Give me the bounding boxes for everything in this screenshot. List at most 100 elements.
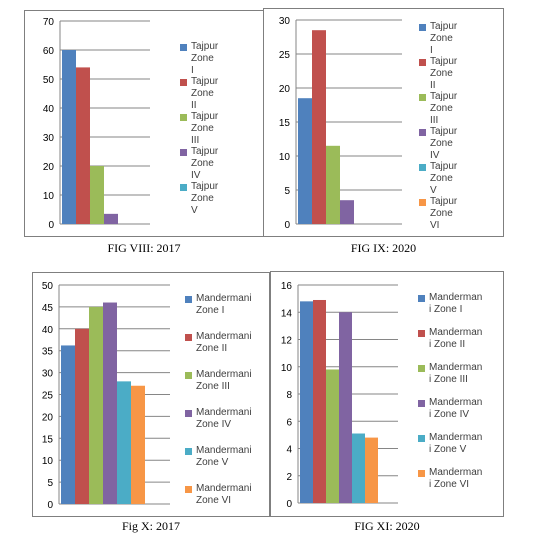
legend-swatch [418, 365, 425, 372]
bar-mandermani-zone-i [61, 345, 75, 504]
y-tick-label: 20 [43, 162, 55, 173]
y-tick-label: 5 [284, 186, 290, 197]
legend-label: Tajpur Zone IV [430, 126, 458, 161]
legend-label: Tajpur Zone VI [430, 196, 458, 231]
y-tick-label: 60 [43, 46, 55, 57]
y-tick-label: 35 [42, 347, 54, 358]
legend-swatch [185, 334, 192, 341]
y-tick-label: 10 [42, 456, 54, 467]
chart-panel-fig-ix: 0 5 10 15 20 25 30 Tajpur Zone I Tajpur Zone II T… [263, 8, 504, 237]
y-tick-label: 14 [281, 308, 293, 319]
legend-item: Tajpur Zone I [180, 41, 218, 77]
legend-item: Tajpur Zone II [180, 76, 218, 112]
chart-fig-ix: 0 5 10 15 20 25 30 [279, 16, 402, 231]
legend-label: Tajpur Zone I [430, 21, 458, 56]
y-tick-label: 15 [42, 434, 54, 445]
legend-label: Manderman i Zone VI [429, 467, 483, 490]
legend-swatch [180, 44, 187, 51]
legend-item: Mandermani Zone IV [185, 407, 252, 431]
y-tick-label: 0 [284, 220, 290, 231]
legend-item: Tajpur Zone III [180, 111, 218, 147]
legend-item: Tajpur Zone IV [180, 146, 218, 182]
y-tick-label: 45 [42, 303, 54, 314]
legend-item: Tajpur Zone I [419, 21, 457, 57]
legend-swatch [185, 486, 192, 493]
y-tick-label: 8 [286, 390, 292, 401]
y-tick-label: 40 [43, 104, 55, 115]
bar-mandermani-zone-iii [89, 306, 103, 504]
legend-item: Manderman i Zone VI [418, 467, 482, 491]
legend-item: Tajpur Zone V [180, 181, 218, 217]
y-tick-label: 0 [286, 499, 292, 510]
legend-label: Tajpur Zone II [430, 56, 458, 91]
legend-item: Manderman i Zone I [418, 292, 482, 316]
legend-item: Mandermani Zone III [185, 369, 252, 393]
y-tick-label: 12 [281, 336, 293, 347]
y-tick-label: 25 [279, 50, 291, 61]
legend-item: Mandermani Zone VI [185, 483, 252, 507]
legend-label: Mandermani Zone III [196, 369, 252, 392]
legend-swatch [419, 199, 426, 206]
legend-swatch [180, 184, 187, 191]
chart-fig-xi: 0 2 4 6 8 10 12 14 16 [281, 281, 398, 510]
bar-mandermani-zone-ii [313, 299, 326, 503]
legend-item: Manderman i Zone II [418, 327, 482, 351]
y-tick-label: 25 [42, 391, 54, 402]
legend-swatch [185, 372, 192, 379]
legend-swatch [419, 164, 426, 171]
legend-swatch [418, 295, 425, 302]
bar-tajpur-zone-ii [76, 67, 90, 225]
legend-swatch [185, 296, 192, 303]
y-tick-label: 20 [42, 412, 54, 423]
bar-mandermani-zone-iii [326, 369, 339, 503]
legend-label: Tajpur Zone III [430, 91, 458, 126]
legend-label: Manderman i Zone I [429, 292, 483, 315]
legend-swatch [180, 149, 187, 156]
legend-swatch [418, 400, 425, 407]
bar-tajpur-zone-i [62, 50, 76, 224]
bar-tajpur-zone-iii [90, 166, 104, 224]
legend-swatch [419, 94, 426, 101]
y-tick-label: 10 [281, 363, 293, 374]
chart-panel-fig-x: 0 5 10 15 20 25 30 35 40 45 50 Mandermani Zone I Man… [32, 272, 270, 517]
bar-mandermani-zone-iv [103, 302, 117, 504]
y-tick-label: 70 [43, 17, 55, 28]
legend-label: Tajpur Zone III [191, 111, 219, 146]
chart-fig-x: 0 5 10 15 20 25 30 35 40 45 50 [42, 281, 170, 511]
legend-label: Manderman i Zone III [429, 362, 483, 385]
legend-label: Tajpur Zone II [191, 76, 219, 111]
legend-label: Tajpur Zone I [191, 41, 219, 76]
caption-fig-ix: FIG IX: 2020 [350, 241, 417, 255]
bar-mandermani-zone-v [117, 381, 131, 504]
legend-swatch [180, 114, 187, 121]
y-tick-label: 50 [42, 281, 54, 292]
bar-mandermani-zone-ii [75, 328, 89, 504]
chart-panel-fig-viii: 0 10 20 30 40 50 60 70 Tajpur Zone I Tajpur Zone… [24, 10, 264, 237]
legend-item: Mandermani Zone V [185, 445, 252, 469]
bar-tajpur-zone-ii [312, 30, 326, 225]
bar-mandermani-zone-iv [339, 312, 352, 503]
y-tick-label: 16 [281, 281, 293, 292]
legend-swatch [418, 435, 425, 442]
y-tick-label: 0 [47, 500, 53, 511]
legend-item: Manderman i Zone IV [418, 397, 482, 421]
caption-fig-viii: FIG VIII: 2017 [107, 241, 181, 255]
bar-tajpur-zone-iii [326, 145, 340, 224]
legend-swatch [418, 470, 425, 477]
legend-label: Tajpur Zone IV [191, 146, 219, 181]
y-tick-label: 40 [42, 325, 54, 336]
legend-swatch [419, 59, 426, 66]
legend-label: Mandermani Zone VI [196, 483, 252, 506]
legend-swatch [418, 330, 425, 337]
y-tick-label: 6 [286, 417, 292, 428]
legend-label: Mandermani Zone V [196, 445, 252, 468]
legend-label: Mandermani Zone I [196, 293, 252, 316]
legend-item: Tajpur Zone VI [419, 196, 457, 232]
bar-mandermani-zone-v [352, 433, 365, 503]
legend-item: Manderman i Zone III [418, 362, 482, 386]
legend-label: Tajpur Zone V [430, 161, 458, 196]
y-tick-label: 0 [48, 220, 54, 231]
bar-mandermani-zone-i [300, 301, 313, 503]
y-tick-label: 2 [286, 472, 292, 483]
bar-mandermani-zone-vi [131, 385, 145, 504]
